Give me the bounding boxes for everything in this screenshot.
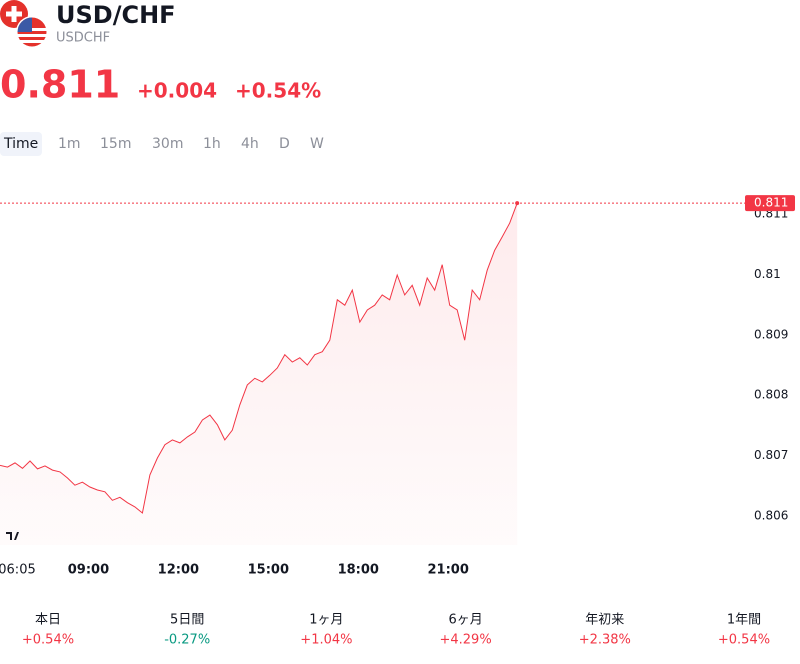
price: 0.811 — [0, 63, 120, 107]
period-change: -0.27% — [164, 633, 210, 648]
tab-selected — [0, 132, 42, 156]
period-label[interactable]: 5日間 — [170, 613, 204, 628]
price-tag — [745, 195, 795, 212]
period-change: +1.04% — [300, 633, 352, 648]
period-label[interactable]: 6ヶ月 — [448, 613, 482, 628]
price-tag-label: 0.811 — [754, 196, 788, 210]
tab[interactable]: Time — [3, 136, 38, 152]
symbol: USDCHF — [56, 31, 110, 46]
y-tick-label: 0.806 — [754, 509, 788, 523]
x-tick-label: 15:00 — [248, 563, 289, 578]
tab[interactable]: D — [279, 136, 290, 152]
period-label[interactable]: 1ヶ月 — [309, 613, 343, 628]
period-change: +0.54% — [22, 633, 74, 648]
x-tick-label: 06:05 — [0, 563, 36, 578]
pair-icon — [0, 0, 48, 48]
x-tick-label: 12:00 — [158, 563, 199, 578]
tab[interactable]: 1m — [58, 136, 81, 152]
title: USD/CHF — [56, 1, 176, 29]
y-tick-label: 0.809 — [754, 327, 788, 341]
change: +0.004 — [137, 79, 217, 103]
area — [0, 203, 518, 545]
tab[interactable]: W — [310, 136, 324, 152]
price-line — [0, 202, 518, 514]
x-tick-label: 18:00 — [338, 563, 379, 578]
change-percent: +0.54% — [235, 79, 321, 103]
period-change: +4.29% — [439, 633, 491, 648]
tab[interactable]: 30m — [152, 136, 183, 152]
y-tick-label: 0.807 — [754, 448, 788, 462]
y-tick-label: 0.81 — [754, 267, 781, 281]
y-tick-label: 0.808 — [754, 388, 788, 402]
period-label[interactable]: 1年間 — [727, 613, 761, 628]
period-label[interactable]: 年初来 — [585, 613, 624, 628]
tab[interactable]: 15m — [100, 136, 131, 152]
period-label[interactable]: 本日 — [35, 613, 61, 628]
x-tick-label: 09:00 — [68, 563, 109, 578]
tab[interactable]: 1h — [203, 136, 221, 152]
period-change: +2.38% — [579, 633, 631, 648]
period-change: +0.54% — [718, 633, 770, 648]
tab[interactable]: 4h — [241, 136, 259, 152]
x-tick-label: 21:00 — [428, 563, 469, 578]
